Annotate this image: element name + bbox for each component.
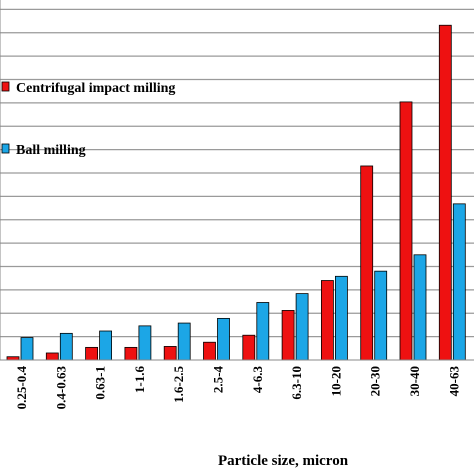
bar-centrifugal-0.4-0.63 xyxy=(45,352,59,361)
legend-label-ball: Ball milling xyxy=(16,143,86,158)
bar-centrifugal-1-1.6 xyxy=(124,346,138,361)
bar-ball-2.5-4 xyxy=(217,317,230,361)
bar-ball-20-30 xyxy=(374,270,388,361)
x-tick-label: 20-30 xyxy=(368,366,383,396)
bar-ball-30-40 xyxy=(413,254,427,361)
bar-ball-1.6-2.5 xyxy=(177,322,191,361)
bar-centrifugal-2.5-4 xyxy=(203,341,216,361)
bar-centrifugal-1.6-2.5 xyxy=(163,346,177,361)
bar-centrifugal-20-30 xyxy=(360,165,374,361)
legend-label-centrifugal: Centrifugal impact milling xyxy=(16,81,175,96)
legend-swatch-ball xyxy=(1,143,10,154)
bar-ball-40-63 xyxy=(452,203,466,361)
x-tick-label: 6.3-10 xyxy=(289,366,304,400)
x-tick-label: 0.4-0.63 xyxy=(53,366,68,410)
bar-ball-4-6.3 xyxy=(256,302,270,361)
bar-ball-10-20 xyxy=(334,275,348,361)
legend-swatch-centrifugal xyxy=(1,81,10,92)
x-tick-label: 1.6-2.5 xyxy=(171,366,186,403)
bar-ball-0.4-0.63 xyxy=(59,332,73,361)
bar-centrifugal-40-63 xyxy=(438,24,452,361)
axes xyxy=(0,0,474,361)
bar-centrifugal-6.3-10 xyxy=(281,310,295,361)
gridlines xyxy=(0,8,474,338)
bar-centrifugal-10-20 xyxy=(320,280,334,361)
bar-centrifugal-30-40 xyxy=(399,101,413,361)
x-tick-label: 1-1.6 xyxy=(132,366,147,394)
bar-centrifugal-0.63-1 xyxy=(85,346,98,361)
x-tick-label: 10-20 xyxy=(328,366,343,396)
x-axis-title: Particle size, micron xyxy=(218,453,349,469)
x-tick-label: 4-6.3 xyxy=(250,366,265,394)
x-tick-label: 30-40 xyxy=(407,366,422,396)
bar-ball-1-1.6 xyxy=(138,325,152,361)
bar-ball-0.25-0.4 xyxy=(20,337,34,361)
bar-ball-0.63-1 xyxy=(99,330,112,361)
bars-group xyxy=(6,24,466,361)
x-tick-label: 0.25-0.4 xyxy=(14,366,29,410)
x-tick-label: 40-63 xyxy=(446,366,461,397)
x-tick-label: 0.63-1 xyxy=(93,366,108,400)
x-tick-label: 2.5-4 xyxy=(211,366,226,394)
legend: Centrifugal impact milling Ball milling xyxy=(1,81,175,158)
x-tick-labels: 0.25-0.4 0.4-0.63 0.63-1 1-1.6 1.6-2.5 2.5-4 4… xyxy=(14,366,461,410)
bar-centrifugal-4-6.3 xyxy=(242,334,256,361)
bar-ball-6.3-10 xyxy=(295,293,309,361)
